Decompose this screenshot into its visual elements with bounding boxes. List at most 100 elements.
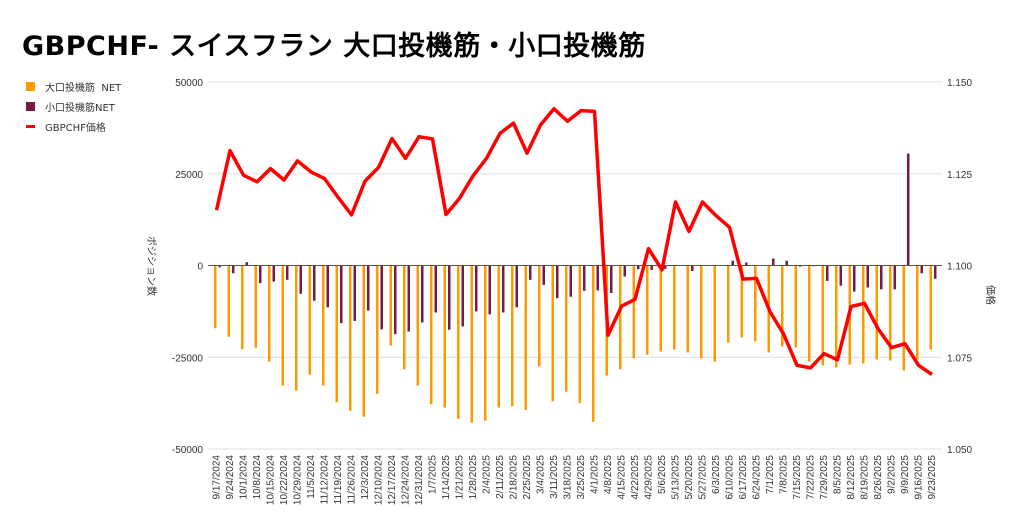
- y-tick-label: 50000: [175, 78, 203, 89]
- bar-small-spec-net: [394, 265, 397, 335]
- bar-small-spec-net: [556, 265, 559, 299]
- bar-large-spec-net: [686, 265, 689, 353]
- bar-small-spec-net: [542, 265, 545, 285]
- x-tick-label: 12/3/2024: [360, 455, 371, 500]
- legend-item-small-spec: 小口投機筋NET: [26, 96, 121, 116]
- bar-small-spec-net: [421, 265, 424, 323]
- bar-small-spec-net: [785, 260, 788, 266]
- price-line: [214, 107, 933, 376]
- y-axis-title: ポジション数: [145, 236, 158, 296]
- x-tick-label: 5/20/2025: [684, 455, 695, 500]
- x-tick-label: 2/18/2025: [509, 455, 520, 500]
- legend-label: GBPCHF価格: [45, 122, 106, 134]
- bar-small-spec-net: [340, 265, 343, 324]
- x-tick-label: 5/6/2025: [657, 455, 668, 494]
- bar-small-spec-net: [799, 265, 802, 267]
- bar-large-spec-net: [497, 265, 500, 408]
- bar-small-spec-net: [434, 265, 437, 313]
- bar-small-spec-net: [583, 265, 586, 291]
- x-tick-label: 4/29/2025: [644, 455, 655, 500]
- bar-large-spec-net: [349, 265, 352, 411]
- x-tick-label: 11/19/2024: [333, 455, 344, 505]
- x-tick-label: 1/14/2025: [441, 455, 452, 500]
- bar-small-spec-net: [367, 265, 370, 311]
- bar-small-spec-net: [650, 265, 653, 270]
- bar-small-spec-net: [515, 265, 518, 308]
- x-tick-label: 10/15/2024: [266, 455, 277, 505]
- bar-large-spec-net: [254, 265, 257, 348]
- bar-large-spec-net: [511, 265, 514, 407]
- bar-large-spec-net: [308, 265, 311, 375]
- x-tick-label: 6/17/2025: [738, 455, 749, 500]
- bar-large-spec-net: [929, 265, 932, 350]
- bar-large-spec-net: [794, 265, 797, 348]
- bar-small-spec-net: [502, 265, 505, 313]
- legend-swatch-red-line: [26, 124, 35, 128]
- x-tick-label: 3/4/2025: [536, 455, 547, 494]
- bar-large-spec-net: [821, 265, 824, 366]
- bar-large-spec-net: [727, 265, 730, 343]
- x-tick-label: 11/5/2024: [306, 455, 317, 499]
- x-tick-label: 12/31/2024: [414, 455, 425, 505]
- bar-small-spec-net: [772, 258, 775, 266]
- x-tick-label: 8/5/2025: [833, 455, 844, 494]
- bar-small-spec-net: [664, 265, 667, 269]
- bar-small-spec-net: [245, 262, 248, 266]
- bar-large-spec-net: [484, 265, 487, 421]
- y-tick-label: -25000: [172, 353, 204, 364]
- x-tick-label: 4/1/2025: [590, 455, 601, 494]
- bar-large-spec-net: [781, 265, 784, 347]
- bar-large-spec-net: [430, 265, 433, 405]
- x-tick-label: 6/10/2025: [725, 455, 736, 500]
- x-tick-label: 7/8/2025: [779, 455, 790, 494]
- x-tick-label: 4/8/2025: [603, 455, 614, 494]
- bar-small-spec-net: [866, 265, 869, 288]
- bar-large-spec-net: [889, 265, 892, 361]
- bar-large-spec-net: [835, 265, 838, 368]
- bar-small-spec-net: [745, 262, 748, 266]
- y-tick-label: -50000: [172, 445, 204, 456]
- bar-small-spec-net: [610, 265, 613, 294]
- x-tick-label: 8/12/2025: [846, 455, 857, 500]
- bar-small-spec-net: [569, 265, 572, 297]
- bar-small-spec-net: [623, 265, 626, 277]
- bar-large-spec-net: [659, 265, 662, 352]
- x-tick-label: 1/21/2025: [455, 455, 466, 500]
- bar-large-spec-net: [295, 265, 298, 391]
- legend-swatch-purple: [26, 101, 35, 111]
- bar-large-spec-net: [470, 265, 473, 423]
- bar-small-spec-net: [313, 265, 316, 301]
- x-tick-label: 1/28/2025: [468, 455, 479, 500]
- bar-small-spec-net: [596, 265, 599, 291]
- bar-small-spec-net: [488, 265, 491, 315]
- bar-large-spec-net: [376, 265, 379, 394]
- bar-small-spec-net: [407, 265, 410, 332]
- bar-large-spec-net: [457, 265, 460, 419]
- bar-large-spec-net: [808, 265, 811, 362]
- x-tick-label: 2/11/2025: [495, 455, 506, 499]
- bar-large-spec-net: [268, 265, 271, 362]
- bar-large-spec-net: [416, 265, 419, 386]
- x-tick-label: 3/25/2025: [576, 455, 587, 500]
- bar-small-spec-net: [934, 265, 937, 279]
- x-tick-label: 9/9/2025: [900, 455, 911, 494]
- bar-large-spec-net: [227, 265, 230, 337]
- bar-large-spec-net: [578, 265, 581, 404]
- chart-title: GBPCHF- スイスフラン 大口投機筋・小口投機筋: [22, 31, 646, 62]
- x-tick-label: 5/13/2025: [671, 455, 682, 500]
- bar-small-spec-net: [218, 265, 221, 268]
- bar-small-spec-net: [893, 265, 896, 290]
- bar-large-spec-net: [619, 265, 622, 370]
- bar-large-spec-net: [214, 265, 217, 329]
- bar-small-spec-net: [299, 265, 302, 294]
- x-tick-label: 10/29/2024: [293, 455, 304, 505]
- x-tick-label: 11/26/2024: [347, 455, 358, 505]
- bar-large-spec-net: [389, 265, 392, 346]
- x-tick-label: 9/17/2024: [212, 455, 223, 500]
- x-tick-label: 10/1/2024: [239, 455, 250, 500]
- bar-large-spec-net: [862, 265, 865, 364]
- bar-small-spec-net: [826, 265, 829, 281]
- y-tick-label: 0: [197, 262, 203, 273]
- x-tick-label: 3/18/2025: [563, 455, 574, 500]
